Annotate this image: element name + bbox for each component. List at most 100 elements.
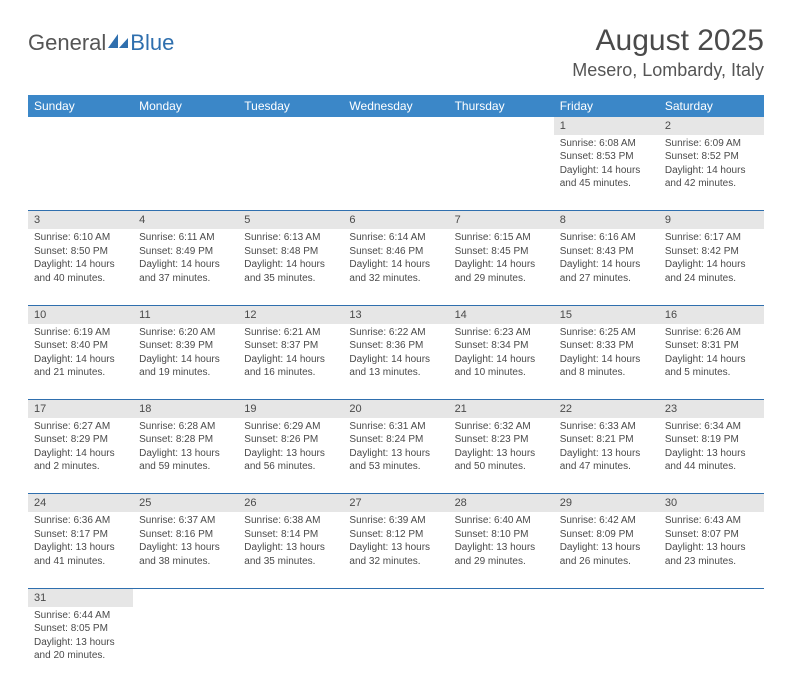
page-subtitle: Mesero, Lombardy, Italy [572,60,764,81]
day-sunset: Sunset: 8:17 PM [34,528,127,542]
logo-text-blue: Blue [130,30,174,56]
day-dl2: and 27 minutes. [560,272,653,286]
day-number: 6 [343,211,448,229]
day-cell [238,607,343,683]
day-sunrise: Sunrise: 6:36 AM [34,514,127,528]
day-number [238,588,343,606]
day-dl1: Daylight: 14 hours [560,353,653,367]
day-number: 16 [659,305,764,323]
day-cell [133,607,238,683]
day-number: 21 [449,400,554,418]
day-sunset: Sunset: 8:39 PM [139,339,232,353]
day-cell [343,135,448,211]
day-dl1: Daylight: 14 hours [34,258,127,272]
day-sunrise: Sunrise: 6:10 AM [34,231,127,245]
day-sunrise: Sunrise: 6:43 AM [665,514,758,528]
day-cell: Sunrise: 6:17 AMSunset: 8:42 PMDaylight:… [659,229,764,305]
day-number: 25 [133,494,238,512]
day-sunset: Sunset: 8:07 PM [665,528,758,542]
day-number: 17 [28,400,133,418]
day-dl1: Daylight: 14 hours [349,353,442,367]
day-sunrise: Sunrise: 6:19 AM [34,326,127,340]
day-dl1: Daylight: 14 hours [665,258,758,272]
day-sunrise: Sunrise: 6:33 AM [560,420,653,434]
daynum-row: 3456789 [28,211,764,229]
day-number: 19 [238,400,343,418]
day-sunrise: Sunrise: 6:14 AM [349,231,442,245]
day-number: 8 [554,211,659,229]
day-sunset: Sunset: 8:23 PM [455,433,548,447]
day-number: 11 [133,305,238,323]
day-sunset: Sunset: 8:14 PM [244,528,337,542]
day-number [28,117,133,135]
day-cell: Sunrise: 6:10 AMSunset: 8:50 PMDaylight:… [28,229,133,305]
day-dl2: and 45 minutes. [560,177,653,191]
day-cell [659,607,764,683]
day-dl2: and 26 minutes. [560,555,653,569]
day-cell: Sunrise: 6:33 AMSunset: 8:21 PMDaylight:… [554,418,659,494]
day-dl1: Daylight: 13 hours [34,636,127,650]
day-sunset: Sunset: 8:26 PM [244,433,337,447]
day-sunset: Sunset: 8:31 PM [665,339,758,353]
day-sunset: Sunset: 8:21 PM [560,433,653,447]
day-dl2: and 19 minutes. [139,366,232,380]
day-cell: Sunrise: 6:14 AMSunset: 8:46 PMDaylight:… [343,229,448,305]
day-cell: Sunrise: 6:16 AMSunset: 8:43 PMDaylight:… [554,229,659,305]
day-number: 26 [238,494,343,512]
week-row: Sunrise: 6:10 AMSunset: 8:50 PMDaylight:… [28,229,764,305]
day-sunrise: Sunrise: 6:22 AM [349,326,442,340]
day-cell: Sunrise: 6:11 AMSunset: 8:49 PMDaylight:… [133,229,238,305]
week-row: Sunrise: 6:08 AMSunset: 8:53 PMDaylight:… [28,135,764,211]
day-cell: Sunrise: 6:08 AMSunset: 8:53 PMDaylight:… [554,135,659,211]
day-sunset: Sunset: 8:37 PM [244,339,337,353]
day-sunrise: Sunrise: 6:38 AM [244,514,337,528]
day-sunset: Sunset: 8:53 PM [560,150,653,164]
day-number: 1 [554,117,659,135]
day-dl2: and 50 minutes. [455,460,548,474]
day-cell: Sunrise: 6:32 AMSunset: 8:23 PMDaylight:… [449,418,554,494]
day-cell: Sunrise: 6:23 AMSunset: 8:34 PMDaylight:… [449,324,554,400]
day-sunrise: Sunrise: 6:13 AM [244,231,337,245]
logo: General Blue [28,24,174,56]
col-thursday: Thursday [449,95,554,117]
col-saturday: Saturday [659,95,764,117]
day-cell: Sunrise: 6:34 AMSunset: 8:19 PMDaylight:… [659,418,764,494]
day-number [238,117,343,135]
col-wednesday: Wednesday [343,95,448,117]
day-dl2: and 42 minutes. [665,177,758,191]
day-number: 14 [449,305,554,323]
day-dl1: Daylight: 14 hours [455,353,548,367]
day-number: 29 [554,494,659,512]
day-sunrise: Sunrise: 6:26 AM [665,326,758,340]
day-number: 31 [28,588,133,606]
daynum-row: 31 [28,588,764,606]
day-cell [449,607,554,683]
day-sunset: Sunset: 8:49 PM [139,245,232,259]
daynum-row: 12 [28,117,764,135]
day-dl1: Daylight: 14 hours [34,353,127,367]
day-number [343,588,448,606]
day-cell: Sunrise: 6:22 AMSunset: 8:36 PMDaylight:… [343,324,448,400]
day-number: 28 [449,494,554,512]
day-cell [238,135,343,211]
col-sunday: Sunday [28,95,133,117]
day-sunrise: Sunrise: 6:21 AM [244,326,337,340]
day-number [133,117,238,135]
day-cell: Sunrise: 6:25 AMSunset: 8:33 PMDaylight:… [554,324,659,400]
day-number: 20 [343,400,448,418]
week-row: Sunrise: 6:19 AMSunset: 8:40 PMDaylight:… [28,324,764,400]
day-sunset: Sunset: 8:34 PM [455,339,548,353]
logo-text-general: General [28,30,106,56]
day-sunrise: Sunrise: 6:09 AM [665,137,758,151]
day-dl2: and 41 minutes. [34,555,127,569]
day-dl1: Daylight: 13 hours [349,541,442,555]
day-dl1: Daylight: 14 hours [34,447,127,461]
day-sunset: Sunset: 8:45 PM [455,245,548,259]
header: General Blue August 2025 Mesero, Lombard… [28,24,764,81]
day-dl1: Daylight: 14 hours [560,258,653,272]
day-cell: Sunrise: 6:09 AMSunset: 8:52 PMDaylight:… [659,135,764,211]
day-cell: Sunrise: 6:13 AMSunset: 8:48 PMDaylight:… [238,229,343,305]
day-cell [343,607,448,683]
day-cell [554,607,659,683]
day-sunset: Sunset: 8:28 PM [139,433,232,447]
